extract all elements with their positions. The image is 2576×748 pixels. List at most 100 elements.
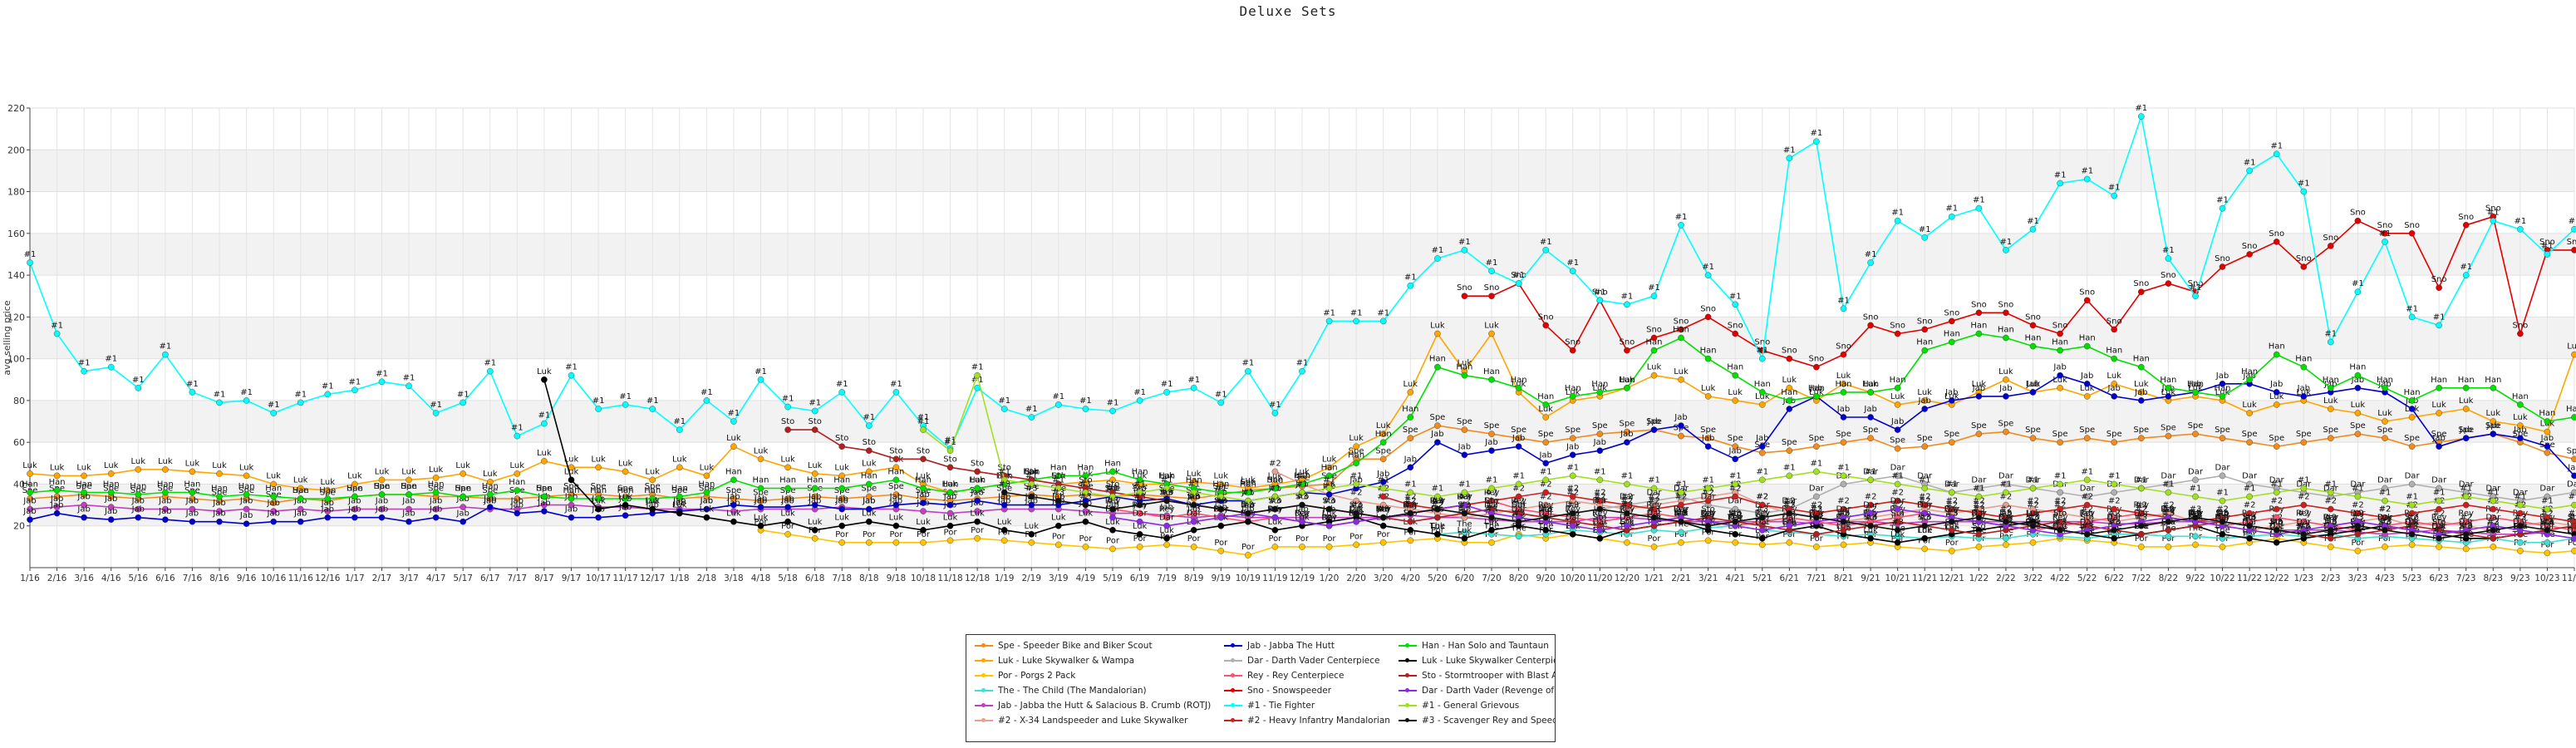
data-point — [2544, 428, 2551, 436]
x-tick-label: 12/19 — [1290, 573, 1315, 583]
data-point — [162, 489, 169, 496]
data-point — [2327, 338, 2334, 346]
data-point — [2354, 522, 2362, 529]
data-point — [2490, 497, 2497, 504]
data-label: Jab — [1998, 509, 2012, 519]
data-label: #3 — [1486, 505, 1498, 514]
data-label: Sno — [2025, 312, 2041, 322]
data-label: Spe — [103, 485, 119, 494]
data-label: Luk — [618, 459, 633, 468]
data-label: Jab — [1105, 485, 1118, 494]
data-point — [1379, 539, 1387, 546]
data-label: #1 — [376, 369, 388, 378]
legend-label: #1 - General Grievous — [1422, 701, 1520, 711]
data-point — [1624, 539, 1630, 546]
data-label: Jab — [916, 490, 929, 499]
data-label: #1 — [1594, 467, 1606, 476]
data-label: #1 — [1648, 283, 1660, 293]
data-label: Jab — [1674, 509, 1687, 519]
data-label: #1 — [2352, 279, 2364, 288]
data-point — [297, 505, 304, 513]
data-label: #1 — [2216, 489, 2229, 498]
data-point — [27, 470, 33, 477]
data-label: Dar — [1187, 509, 1202, 519]
data-label: Jab — [401, 509, 415, 519]
data-label: Spe — [2215, 426, 2230, 435]
data-label: Luk — [158, 457, 173, 466]
data-label: Spe — [1700, 426, 1716, 435]
data-label: Luk — [2323, 396, 2338, 406]
data-label: Dar — [1566, 501, 1581, 510]
data-label: #2 — [2433, 509, 2446, 519]
data-label: Spe — [2404, 434, 2420, 443]
data-label: Jab — [2431, 434, 2445, 443]
data-point — [866, 518, 873, 525]
x-tick-label: 4/22 — [2050, 573, 2070, 583]
data-point — [1217, 480, 1225, 488]
data-label: Rey — [1430, 497, 1446, 506]
data-label: #1 — [2108, 472, 2121, 481]
data-point — [1786, 406, 1793, 412]
data-label: Han — [644, 486, 661, 495]
data-label: Por — [863, 530, 877, 539]
data-label: Jab — [780, 497, 794, 506]
data-label: Sto — [781, 417, 794, 426]
data-point — [541, 458, 548, 465]
data-label: Jab — [1701, 509, 1714, 519]
data-point — [1840, 380, 1847, 387]
data-point — [1299, 518, 1305, 525]
data-point — [1813, 531, 1820, 538]
data-label: Luk — [1755, 392, 1770, 401]
data-point — [2246, 535, 2253, 542]
data-point — [757, 485, 764, 492]
x-tick-label: 9/19 — [1211, 573, 1231, 583]
data-point — [2327, 489, 2334, 496]
data-label: Jab — [2080, 372, 2093, 381]
data-point — [946, 489, 954, 496]
data-point — [838, 472, 846, 480]
data-point — [2517, 522, 2524, 529]
data-point — [2003, 535, 2009, 542]
data-label: Sto — [835, 434, 848, 443]
data-point — [1542, 476, 1549, 484]
data-label: #2 — [1404, 497, 1417, 506]
data-point — [2490, 527, 2497, 534]
data-label: #3 — [1973, 505, 1985, 514]
data-label: Spe — [591, 482, 607, 491]
data-label: #2 — [1540, 493, 1552, 502]
data-point — [866, 447, 873, 455]
data-label: Han — [2052, 338, 2068, 347]
x-tick-label: 1/22 — [1969, 573, 1989, 583]
data-label: Luk — [2188, 384, 2203, 393]
data-point — [1921, 522, 1928, 529]
data-point — [189, 505, 196, 513]
data-label: #2 — [1432, 501, 1444, 510]
data-label: #1 — [1566, 463, 1579, 472]
data-point — [974, 497, 981, 504]
data-label: Han — [2295, 355, 2312, 364]
data-label: #1 — [214, 390, 226, 399]
data-point — [649, 476, 656, 484]
data-point — [595, 505, 602, 513]
data-point — [866, 422, 873, 429]
data-point — [784, 518, 791, 525]
data-point — [892, 464, 900, 471]
data-label: #1 — [2379, 229, 2392, 239]
data-label: #1 — [1729, 292, 1742, 301]
data-point — [2462, 384, 2470, 391]
data-point — [1379, 455, 1387, 463]
x-tick-label: 3/21 — [1698, 573, 1718, 583]
data-label: Spe — [1890, 436, 1905, 445]
data-point — [1434, 363, 1441, 371]
data-point — [1975, 544, 1983, 550]
data-label: Dar — [1917, 501, 1933, 510]
data-point — [2462, 493, 2470, 500]
data-point — [1569, 531, 1576, 538]
data-label: Luk — [1241, 476, 1256, 485]
data-label: #1 — [1133, 480, 1146, 490]
data-label: Jab — [1241, 505, 1254, 514]
data-label: Luk — [700, 463, 715, 472]
data-point — [1000, 489, 1008, 496]
data-label: Jab — [1728, 509, 1741, 519]
data-label: Luk — [700, 505, 715, 514]
